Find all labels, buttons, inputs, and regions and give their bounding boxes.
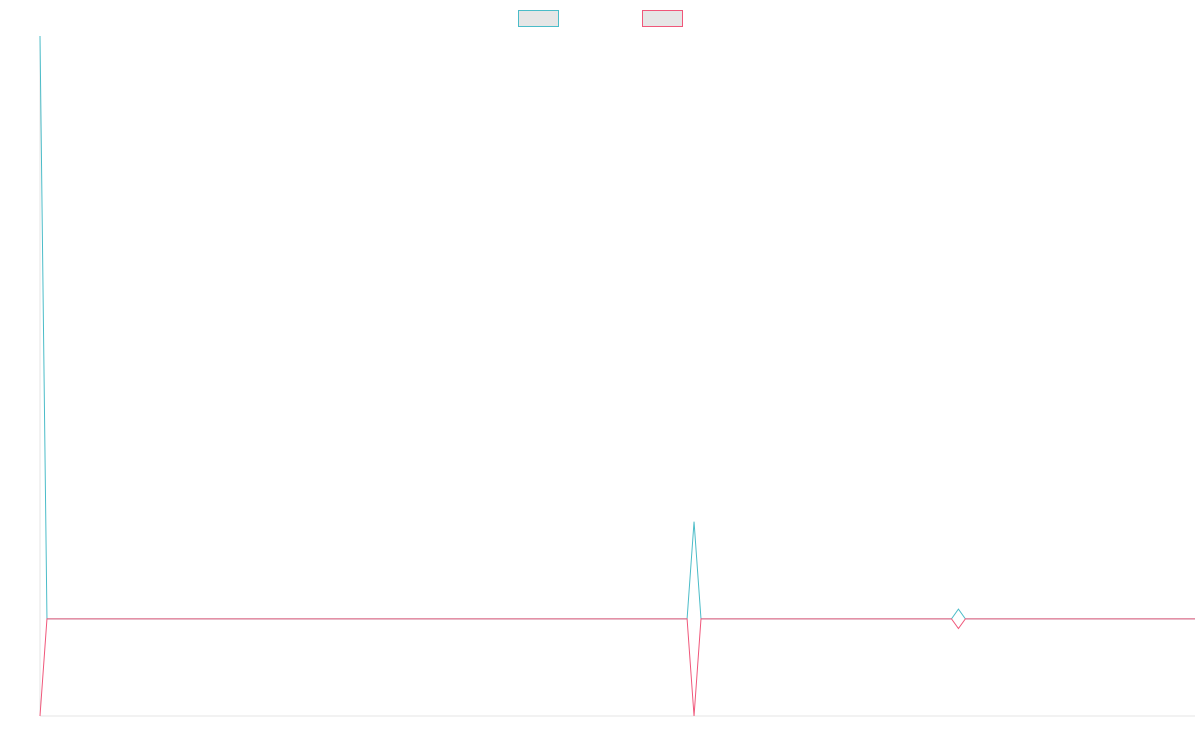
chart-legend (518, 10, 683, 27)
series-line-2 (39, 618, 1195, 717)
legend-swatch-1[interactable] (518, 10, 559, 27)
plot-area (39, 35, 1195, 717)
legend-swatch-2[interactable] (642, 10, 683, 27)
series-line-1 (39, 35, 1195, 620)
